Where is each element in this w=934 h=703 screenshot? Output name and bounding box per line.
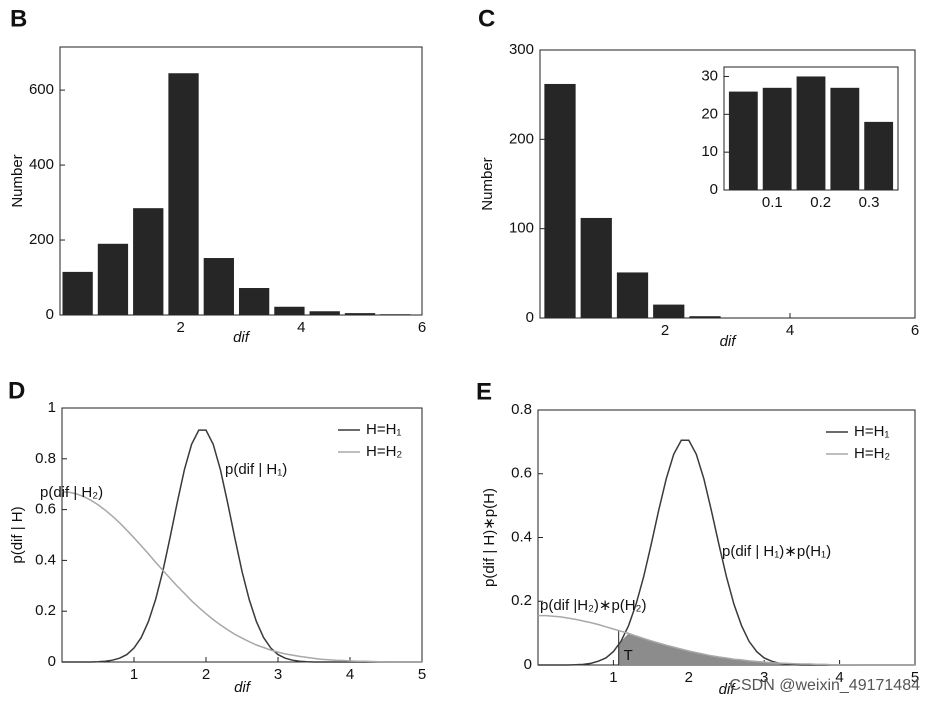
- x-tick-label: 4: [835, 669, 843, 686]
- x-axis-label: dif: [234, 679, 252, 696]
- y-tick-label: 200: [509, 130, 534, 147]
- y-tick-label: 0.6: [511, 465, 532, 482]
- annotation: p(dif |H₂)∗p(H₂): [540, 597, 646, 614]
- annotation: p(dif | H₁)∗p(H₁): [722, 543, 831, 560]
- x-tick-label: 4: [297, 319, 305, 336]
- annotation: p(dif | H₂): [40, 484, 103, 501]
- bar: [728, 91, 758, 190]
- y-tick-label: 0: [48, 653, 56, 670]
- y-axis-label: p(dif | H)∗p(H): [481, 488, 498, 587]
- y-tick-label: 0.2: [511, 592, 532, 609]
- bar: [380, 314, 411, 315]
- bar: [344, 313, 376, 315]
- panel-letter: C: [478, 5, 495, 32]
- annotation: p(dif | H₁): [225, 461, 287, 478]
- x-tick-label: 2: [202, 666, 210, 683]
- x-tick-label: 4: [346, 666, 354, 683]
- x-tick-label: 0.3: [859, 194, 880, 211]
- x-tick-label: 2: [661, 322, 669, 339]
- bar: [168, 73, 199, 315]
- x-axis-label: dif: [720, 333, 738, 350]
- y-axis-label: Number: [9, 154, 26, 207]
- bar: [653, 304, 685, 318]
- x-tick-label: 2: [685, 669, 693, 686]
- x-tick-label: 5: [418, 666, 426, 683]
- bar: [238, 288, 270, 315]
- y-tick-label: 0: [710, 181, 718, 198]
- bar: [689, 316, 721, 318]
- panel-letter: B: [10, 5, 27, 32]
- x-axis-label: dif: [233, 329, 251, 346]
- bar: [762, 87, 792, 190]
- line: [62, 429, 422, 663]
- y-tick-label: 0.4: [35, 551, 56, 568]
- y-tick-label: 0.6: [35, 501, 56, 518]
- y-axis-label: p(dif | H): [9, 506, 26, 563]
- x-axis-label: dif: [719, 681, 737, 698]
- x-tick-label: 1: [609, 669, 617, 686]
- y-tick-label: 0: [524, 656, 532, 673]
- x-tick-label: 1: [130, 666, 138, 683]
- shaded-area: [618, 633, 915, 665]
- line: [538, 614, 915, 666]
- bar: [830, 87, 860, 190]
- y-axis-label: Number: [479, 157, 496, 210]
- plot-area: [537, 409, 916, 666]
- bar: [864, 121, 894, 190]
- y-tick-label: 30: [701, 67, 718, 84]
- bar: [203, 258, 234, 315]
- bar: [580, 217, 612, 318]
- plot-area: [61, 407, 423, 663]
- line: [61, 491, 422, 663]
- bar: [309, 311, 340, 315]
- y-tick-label: 0.8: [511, 401, 532, 418]
- y-tick-label: 0: [46, 306, 54, 323]
- x-tick-label: 0.2: [810, 194, 831, 211]
- bar: [274, 306, 305, 315]
- y-tick-label: 200: [29, 231, 54, 248]
- y-tick-label: 20: [701, 105, 718, 122]
- y-tick-label: 400: [29, 156, 54, 173]
- threshold-label: T: [624, 647, 633, 664]
- bar: [133, 208, 164, 315]
- y-tick-label: 0.2: [35, 602, 56, 619]
- watermark: CSDN @weixin_49171484: [729, 677, 920, 694]
- y-tick-label: 300: [509, 41, 534, 58]
- x-tick-label: 3: [760, 669, 768, 686]
- legend-label: H=H₂: [854, 445, 890, 462]
- x-tick-label: 4: [786, 322, 794, 339]
- x-tick-label: 5: [911, 669, 919, 686]
- y-tick-label: 10: [701, 143, 718, 160]
- x-tick-label: 0.1: [762, 194, 783, 211]
- y-tick-label: 0: [526, 309, 534, 326]
- y-tick-label: 1: [48, 399, 56, 416]
- panel-letter: E: [476, 378, 492, 405]
- y-tick-label: 0.4: [511, 528, 532, 545]
- bar: [544, 83, 576, 319]
- y-tick-label: 100: [509, 220, 534, 237]
- bar: [62, 271, 93, 315]
- x-tick-label: 3: [274, 666, 282, 683]
- bar: [97, 243, 129, 315]
- y-tick-label: 0.8: [35, 450, 56, 467]
- y-tick-label: 600: [29, 81, 54, 98]
- legend-label: H=H₁: [366, 421, 402, 438]
- legend-label: H=H₁: [854, 423, 890, 440]
- bar: [616, 272, 649, 318]
- legend-label: H=H₂: [366, 443, 402, 460]
- bar: [796, 76, 826, 190]
- panel-letter: D: [8, 377, 25, 404]
- x-tick-label: 2: [176, 319, 184, 336]
- x-tick-label: 6: [418, 319, 426, 336]
- x-tick-label: 6: [911, 322, 919, 339]
